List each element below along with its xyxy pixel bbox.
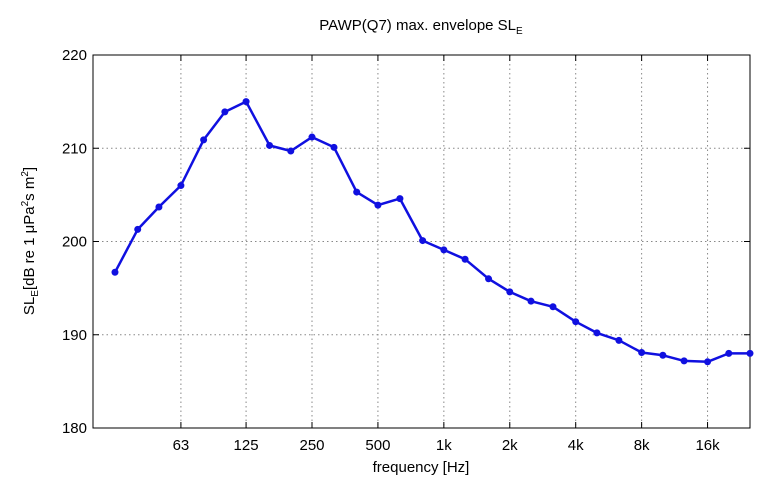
- x-axis-label: frequency [Hz]: [373, 459, 470, 476]
- plot-border: [92, 54, 751, 429]
- tick-labels: 63 125 250 500 1k 2k 4k 8k 16k 180 190 200 210 220: [62, 47, 720, 454]
- data-point: [177, 182, 185, 190]
- y-label-sub-1: E: [30, 290, 41, 297]
- data-point: [111, 268, 119, 276]
- x-tick-label: 500: [365, 437, 390, 454]
- x-tick-label: 250: [299, 437, 324, 454]
- y-label-sup-2: 2: [20, 200, 31, 206]
- data-point: [330, 143, 338, 151]
- y-tick-label: 190: [62, 327, 87, 344]
- data-point: [419, 237, 427, 245]
- data-point: [440, 246, 448, 254]
- chart-title-main: PAWP(Q7) max. envelope SL: [319, 17, 516, 34]
- data-point: [200, 136, 208, 144]
- series-layer: [111, 98, 754, 366]
- data-point: [680, 357, 688, 365]
- data-point: [746, 349, 754, 357]
- data-point: [242, 98, 250, 106]
- chart-title: PAWP(Q7) max. envelope SLE: [319, 17, 523, 37]
- data-point: [461, 255, 469, 263]
- data-point: [615, 336, 623, 344]
- y-tick-label: 210: [62, 140, 87, 157]
- data-point: [704, 358, 712, 366]
- data-point: [266, 141, 274, 149]
- data-point: [527, 297, 535, 305]
- y-tick-label: 180: [62, 420, 87, 437]
- data-point: [155, 203, 163, 211]
- data-point: [485, 275, 493, 283]
- data-point: [287, 147, 295, 155]
- y-label-part-2: [dB re 1 μPa: [21, 206, 38, 290]
- data-point: [353, 188, 361, 196]
- plot-frame: [92, 54, 751, 429]
- x-tick-label: 16k: [695, 437, 720, 454]
- data-point: [134, 225, 142, 233]
- data-point: [506, 288, 514, 296]
- y-label-part-4: ]: [21, 167, 38, 171]
- y-axis-label: SLE[dB re 1 μPa2s m2]: [20, 167, 41, 315]
- y-label-part-1: SL: [21, 297, 38, 315]
- x-tick-label: 1k: [436, 437, 452, 454]
- chart-title-subscript: E: [516, 26, 523, 37]
- data-point: [396, 195, 404, 203]
- y-label-part-3: s m: [21, 177, 38, 201]
- x-tick-label: 125: [234, 437, 259, 454]
- y-tick-label: 220: [62, 47, 87, 64]
- data-point: [659, 351, 667, 359]
- data-point: [593, 329, 601, 337]
- y-tick-label: 200: [62, 234, 87, 251]
- data-point: [638, 348, 646, 356]
- series-line: [113, 100, 750, 364]
- data-point: [374, 201, 382, 209]
- data-point: [221, 108, 229, 116]
- data-point: [308, 133, 316, 141]
- y-label-sup-3: 2: [20, 171, 31, 177]
- data-point: [572, 318, 580, 326]
- x-tick-label: 8k: [634, 437, 650, 454]
- data-point: [725, 349, 733, 357]
- x-tick-label: 4k: [568, 437, 584, 454]
- data-point: [549, 303, 557, 311]
- x-tick-label: 2k: [502, 437, 518, 454]
- x-tick-label: 63: [173, 437, 190, 454]
